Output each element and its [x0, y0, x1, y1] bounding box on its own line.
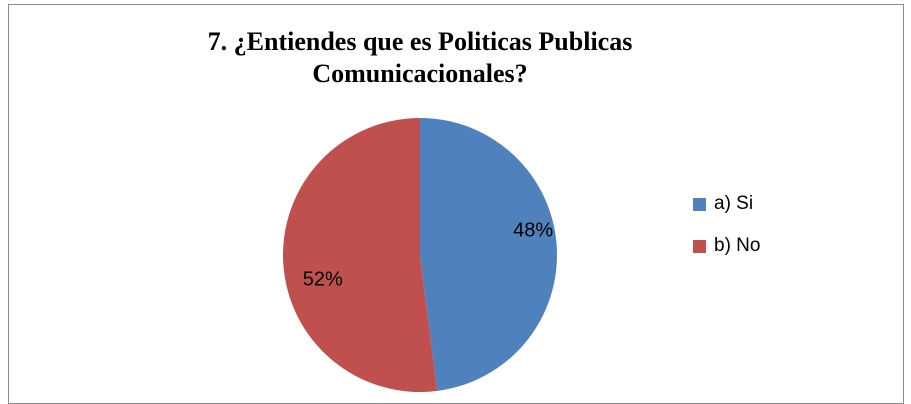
chart-title: 7. ¿Entiendes que es Politicas Publicas … [120, 26, 720, 90]
legend-item-no: b) No [693, 232, 760, 260]
legend-label-si: a) Si [714, 193, 754, 214]
legend-swatch-si [693, 197, 706, 211]
data-label-si: 48% [513, 219, 553, 241]
pie-slice-no [283, 118, 438, 392]
legend-swatch-no [693, 239, 706, 253]
legend: a) Si b) No [693, 190, 760, 274]
data-label-no: 52% [303, 269, 343, 291]
legend-item-si: a) Si [693, 190, 760, 218]
pie-slice-si [420, 117, 558, 391]
chart-title-line-2: Comunicacionales? [312, 59, 528, 88]
chart-title-line-1: 7. ¿Entiendes que es Politicas Publicas [207, 27, 633, 56]
legend-label-no: b) No [714, 235, 761, 256]
